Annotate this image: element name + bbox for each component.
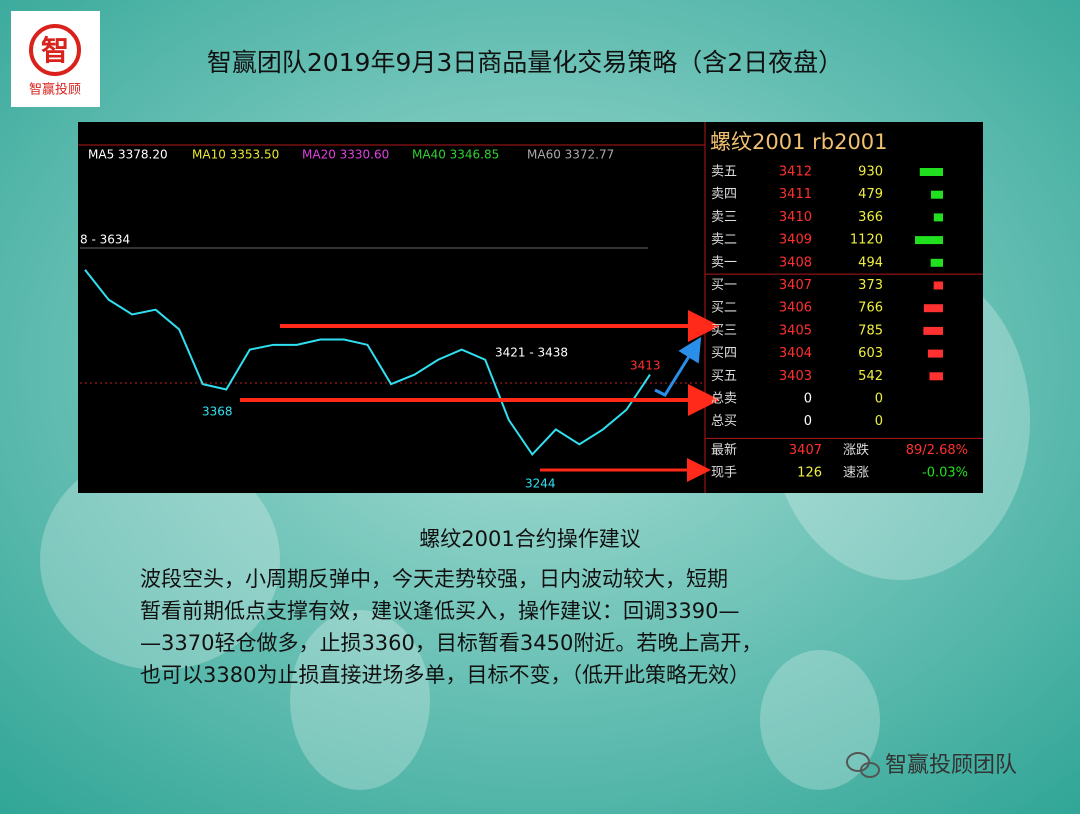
volume-bar [927, 349, 943, 358]
quote-volume: 542 [858, 369, 883, 384]
annotation: 3368 [202, 405, 233, 419]
volume-bar [923, 304, 943, 313]
quote-volume: 603 [858, 346, 883, 361]
stat-label: 速涨 [843, 466, 869, 481]
chart-panel [78, 122, 983, 493]
forecast-arrow [654, 336, 702, 397]
stat-value: 3407 [789, 443, 822, 458]
volume-bar [930, 258, 943, 267]
volume-bar [933, 281, 943, 290]
quote-title: 螺纹2001 rb2001 [710, 130, 888, 154]
quote-label: 买一 [711, 278, 737, 293]
ma-label: MA5 3378.20 [88, 148, 168, 162]
volume-bar [919, 168, 943, 176]
quote-label: 买四 [711, 346, 737, 361]
quote-price: 3410 [779, 210, 812, 225]
annotation: 8 - 3634 [80, 233, 130, 247]
quote-label: 卖四 [711, 187, 737, 202]
quote-price: 3408 [779, 255, 812, 270]
quote-volume: 479 [858, 187, 883, 202]
body-line: 波段空头，小周期反弹中，今天走势较强，日内波动较大，短期 [140, 567, 728, 591]
body-line: 也可以3380为止损直接进场多单，目标不变，（低开此策略无效） [140, 663, 750, 687]
title: 智赢团队2019年9月3日商品量化交易策略（含2日夜盘） [207, 48, 843, 77]
quote-volume: 1120 [850, 233, 883, 248]
stat-label: 现手 [711, 466, 737, 481]
price-line [84, 269, 651, 457]
stat-value: 89/2.68% [906, 443, 968, 458]
stat-value: -0.03% [922, 466, 968, 481]
quote-price: 3406 [779, 301, 812, 316]
ma-label: MA10 3353.50 [192, 148, 279, 162]
quote-price: 3407 [779, 278, 812, 293]
stat-label: 最新 [711, 442, 737, 458]
body-line: —3370轻仓做多，止损3360，目标暂看3450附近。若晚上高开， [140, 631, 762, 655]
quote-label: 买二 [711, 301, 737, 316]
logo-char: 智 [41, 34, 69, 67]
stat-value: 126 [797, 466, 822, 481]
volume-bar [933, 213, 943, 222]
quote-price: 3409 [779, 233, 812, 248]
quote-price: 3412 [779, 165, 812, 180]
quote-volume: 373 [858, 278, 883, 293]
quote-label: 卖二 [711, 233, 737, 248]
quote-volume: 366 [858, 210, 883, 225]
volume-bar [931, 190, 943, 199]
footer-brand: 智赢投顾团队 [885, 753, 1017, 778]
volume-bar [923, 326, 943, 335]
quote-price: 3403 [779, 369, 812, 384]
ma-label: MA20 3330.60 [302, 148, 389, 162]
quote-volume: 766 [858, 301, 883, 316]
quote-volume: 0 [875, 392, 883, 407]
quote-price: 0 [804, 392, 812, 407]
quote-price: 3404 [779, 346, 812, 361]
wechat-icon [846, 752, 880, 778]
quote-label: 卖五 [711, 165, 737, 180]
annotation: 3413 [630, 359, 661, 373]
logo-text: 智赢投顾 [29, 82, 81, 98]
quote-label: 卖三 [711, 210, 737, 225]
quote-price: 0 [804, 414, 812, 429]
subtitle: 螺纹2001合约操作建议 [419, 527, 640, 551]
volume-bar [929, 372, 943, 381]
quote-volume: 0 [875, 414, 883, 429]
ma-label: MA40 3346.85 [412, 148, 499, 162]
quote-price: 3405 [779, 323, 812, 338]
quote-price: 3411 [779, 187, 812, 202]
quote-volume: 494 [858, 255, 883, 270]
quote-label: 买三 [711, 323, 737, 338]
volume-bar [915, 236, 943, 245]
quote-volume: 785 [858, 323, 883, 338]
ma-label: MA60 3372.77 [527, 148, 614, 162]
logo-ring [29, 24, 81, 76]
stat-label: 涨跌 [843, 442, 869, 458]
quote-label: 卖一 [711, 255, 737, 270]
body-line: 暂看前期低点支撑有效，建议逢低买入，操作建议：回调3390— [140, 599, 739, 623]
quote-label: 总买 [711, 414, 737, 429]
annotation: 3421 - 3438 [495, 346, 568, 360]
annotation: 3244 [525, 477, 556, 491]
quote-label: 总卖 [711, 392, 737, 407]
quote-label: 买五 [711, 369, 737, 384]
quote-volume: 930 [858, 165, 883, 180]
